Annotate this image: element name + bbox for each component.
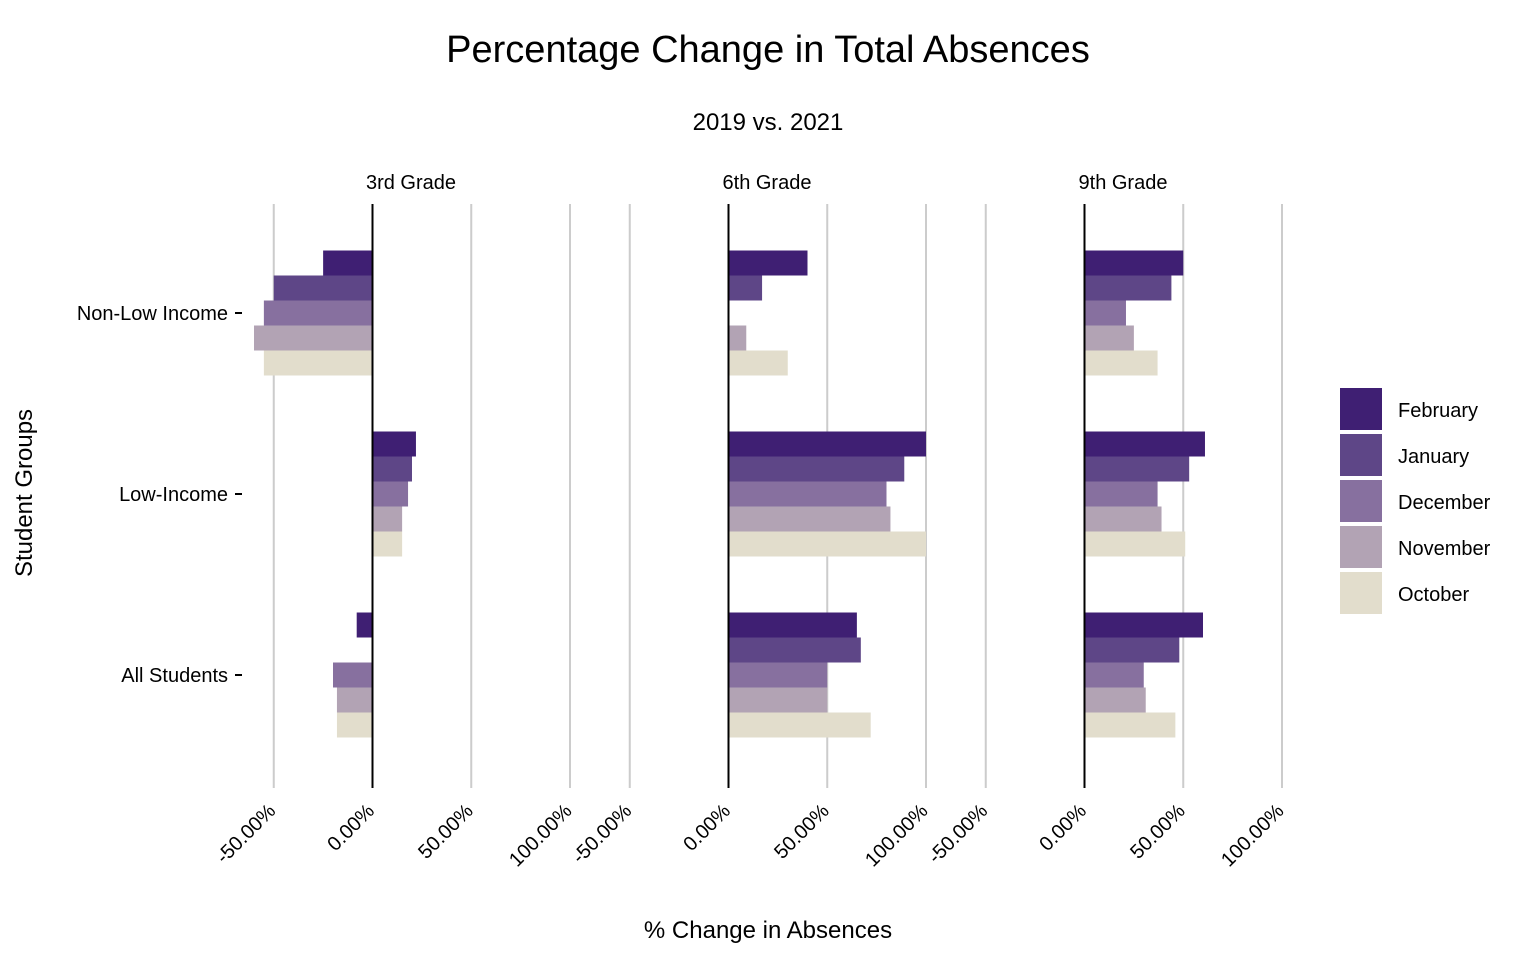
- bar-6th-grade-low-income-october: [728, 531, 926, 557]
- legend-swatch-january: [1340, 434, 1382, 476]
- bar-9th-grade-all-students-january: [1084, 637, 1180, 663]
- legend-swatch-february: [1340, 388, 1382, 430]
- legend-label-january: January: [1398, 446, 1469, 468]
- y-axis: Non-Low Income Low-Income All Students: [77, 303, 242, 687]
- bar-9th-grade-all-students-november: [1084, 687, 1146, 713]
- bar-6th-grade-low-income-december: [728, 481, 887, 507]
- bar-3rd-grade-low-income-october: [372, 531, 403, 557]
- bar-9th-grade-non-low-income-december: [1084, 300, 1126, 326]
- y-tick-label-low-income: Low-Income: [119, 484, 228, 506]
- facet-label-3rd-grade: 3rd Grade: [366, 172, 456, 194]
- bar-6th-grade-non-low-income-january: [728, 275, 763, 301]
- x-axis-label: % Change in Absences: [644, 917, 892, 944]
- bar-6th-grade-non-low-income-february: [728, 250, 808, 276]
- bar-3rd-grade-low-income-january: [372, 456, 412, 482]
- bar-6th-grade-all-students-december: [728, 662, 828, 688]
- legend-swatch-october: [1340, 572, 1382, 614]
- legend-swatch-november: [1340, 526, 1382, 568]
- bar-3rd-grade-non-low-income-february: [323, 250, 373, 276]
- chart-subtitle: 2019 vs. 2021: [693, 109, 844, 136]
- bar-6th-grade-all-students-november: [728, 687, 828, 713]
- bar-9th-grade-low-income-december: [1084, 481, 1158, 507]
- bar-9th-grade-low-income-november: [1084, 506, 1162, 532]
- y-tick-label-non-low-income: Non-Low Income: [77, 303, 228, 325]
- legend: February January December November October: [1340, 388, 1491, 614]
- bar-9th-grade-all-students-october: [1084, 712, 1176, 738]
- legend-label-february: February: [1398, 400, 1478, 422]
- bar-3rd-grade-all-students-october: [336, 712, 373, 738]
- bar-9th-grade-non-low-income-january: [1084, 275, 1172, 301]
- bar-3rd-grade-low-income-february: [372, 431, 416, 457]
- bar-6th-grade-non-low-income-october: [728, 350, 788, 376]
- bar-3rd-grade-all-students-february: [356, 612, 373, 638]
- bar-6th-grade-non-low-income-november: [728, 325, 747, 351]
- legend-label-october: October: [1398, 584, 1469, 606]
- bar-3rd-grade-non-low-income-december: [263, 300, 373, 326]
- y-axis-label: Student Groups: [11, 409, 38, 577]
- facet-label-9th-grade: 9th Grade: [1079, 172, 1168, 194]
- bar-3rd-grade-low-income-november: [372, 506, 403, 532]
- legend-label-december: December: [1398, 492, 1491, 514]
- bar-9th-grade-all-students-february: [1084, 612, 1203, 638]
- bar-9th-grade-low-income-january: [1084, 456, 1190, 482]
- chart-title: Percentage Change in Total Absences: [446, 29, 1090, 71]
- zero-lines: [371, 204, 1086, 788]
- bar-3rd-grade-low-income-december: [372, 481, 409, 507]
- bar-9th-grade-non-low-income-november: [1084, 325, 1134, 351]
- bar-9th-grade-non-low-income-february: [1084, 250, 1184, 276]
- bar-3rd-grade-all-students-december: [333, 662, 373, 688]
- bar-6th-grade-low-income-january: [728, 456, 905, 482]
- bar-9th-grade-non-low-income-october: [1084, 350, 1158, 376]
- y-tick-label-all-students: All Students: [121, 665, 228, 687]
- bars: [254, 250, 1205, 738]
- bar-6th-grade-low-income-february: [728, 431, 926, 457]
- bar-3rd-grade-non-low-income-november: [254, 325, 373, 351]
- bar-3rd-grade-non-low-income-january: [273, 275, 373, 301]
- bar-9th-grade-low-income-october: [1084, 531, 1186, 557]
- bar-9th-grade-all-students-december: [1084, 662, 1144, 688]
- legend-swatch-december: [1340, 480, 1382, 522]
- facet-label-6th-grade: 6th Grade: [723, 172, 812, 194]
- bar-3rd-grade-all-students-november: [336, 687, 373, 713]
- bar-9th-grade-low-income-february: [1084, 431, 1205, 457]
- bar-6th-grade-low-income-november: [728, 506, 891, 532]
- legend-label-november: November: [1398, 538, 1491, 560]
- bar-3rd-grade-non-low-income-october: [263, 350, 373, 376]
- bar-6th-grade-all-students-january: [728, 637, 861, 663]
- bar-6th-grade-all-students-february: [728, 612, 857, 638]
- bar-6th-grade-all-students-october: [728, 712, 871, 738]
